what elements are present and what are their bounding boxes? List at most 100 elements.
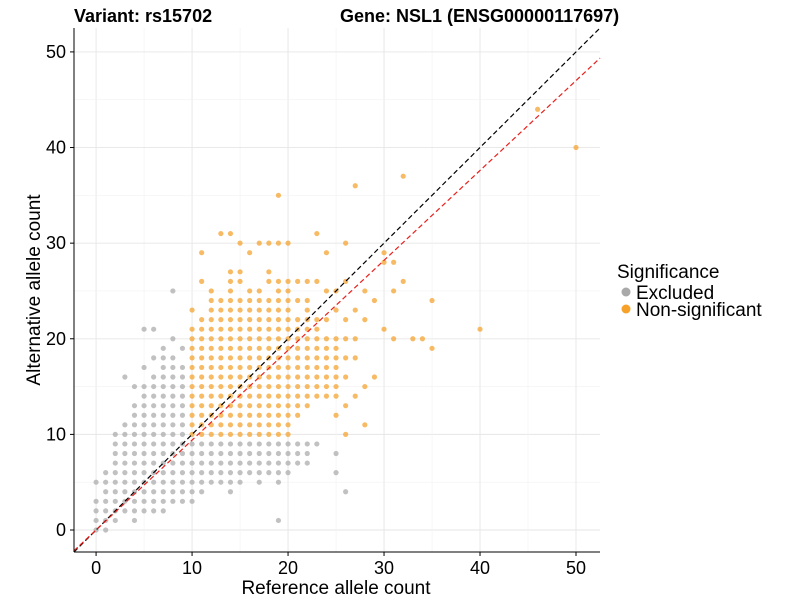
x-tick-label: 50: [566, 558, 586, 578]
non-significant-points: [189, 106, 579, 437]
data-point: [103, 498, 109, 504]
data-point: [237, 345, 243, 351]
data-point: [122, 450, 128, 457]
data-point: [237, 307, 243, 313]
data-point: [237, 336, 243, 342]
data-point: [285, 450, 291, 457]
data-point: [237, 278, 243, 284]
data-point: [218, 383, 224, 390]
data-point: [256, 450, 262, 457]
data-point: [112, 470, 118, 476]
data-point: [247, 441, 253, 447]
data-point: [256, 355, 262, 361]
data-point: [304, 355, 310, 361]
data-point: [227, 269, 234, 275]
data-point: [151, 450, 157, 457]
data-point: [285, 374, 291, 380]
data-point: [208, 317, 214, 323]
data-point: [256, 393, 262, 399]
data-point: [199, 345, 205, 351]
data-point: [151, 431, 157, 437]
data-point: [208, 450, 214, 457]
data-point: [275, 517, 282, 524]
data-point: [247, 450, 253, 457]
data-point: [112, 450, 118, 457]
data-point: [218, 230, 224, 237]
data-point: [151, 393, 157, 399]
data-point: [237, 326, 243, 332]
data-point: [333, 307, 339, 313]
data-point: [237, 450, 243, 457]
data-point: [227, 470, 234, 476]
data-point: [131, 479, 138, 485]
data-point: [218, 393, 224, 399]
data-point: [218, 317, 224, 323]
data-point: [189, 450, 195, 457]
data-point: [285, 240, 291, 246]
data-point: [391, 336, 397, 342]
data-point: [208, 297, 214, 304]
data-point: [160, 450, 166, 457]
data-point: [275, 383, 282, 390]
chart-title-left: Variant: rs15702: [74, 6, 212, 26]
data-point: [151, 441, 157, 447]
data-point: [179, 412, 186, 418]
data-point: [381, 326, 387, 332]
data-point: [160, 383, 166, 390]
legend-label-excluded: Excluded: [636, 283, 714, 304]
data-point: [362, 317, 368, 323]
data-point: [352, 393, 358, 399]
data-point: [131, 508, 138, 514]
data-point: [141, 489, 147, 495]
data-point: [381, 250, 387, 256]
data-point: [256, 460, 262, 466]
data-point: [333, 470, 339, 476]
data-point: [141, 470, 147, 476]
data-point: [189, 393, 195, 399]
data-point: [218, 470, 224, 476]
data-point: [122, 508, 128, 514]
data-point: [170, 403, 176, 409]
data-point: [256, 345, 262, 351]
data-point: [189, 498, 195, 504]
data-point: [179, 403, 186, 409]
data-point: [103, 527, 109, 533]
data-point: [275, 297, 282, 304]
data-point: [103, 470, 109, 476]
data-point: [141, 460, 147, 466]
x-axis-title: Reference allele count: [241, 578, 431, 599]
data-point: [237, 479, 243, 485]
data-point: [256, 412, 262, 418]
data-point: [304, 307, 310, 313]
data-point: [237, 412, 243, 418]
data-point: [275, 240, 282, 246]
data-point: [275, 422, 282, 428]
legend-swatch-non-significant: [621, 304, 631, 314]
data-point: [208, 383, 214, 390]
data-point: [323, 374, 330, 380]
tick-labels: 0 10 20 30 40 50 0 10 20 30 40 50: [46, 42, 586, 578]
chart-title-right: Gene: NSL1 (ENSG00000117697): [340, 6, 619, 26]
data-point: [170, 479, 176, 485]
data-point: [400, 278, 406, 284]
data-point: [304, 297, 310, 304]
data-point: [429, 297, 435, 304]
data-point: [256, 336, 262, 342]
data-point: [160, 479, 166, 485]
data-point: [247, 250, 253, 256]
data-point: [199, 403, 205, 409]
data-point: [237, 240, 243, 246]
data-point: [275, 441, 282, 447]
data-point: [141, 431, 147, 437]
data-point: [275, 393, 282, 399]
data-point: [122, 479, 128, 485]
data-point: [256, 431, 262, 437]
data-point: [275, 470, 282, 476]
data-point: [218, 326, 224, 332]
data-point: [189, 374, 195, 380]
data-point: [189, 470, 195, 476]
data-point: [247, 326, 253, 332]
data-point: [362, 288, 368, 294]
data-point: [170, 422, 176, 428]
data-point: [227, 403, 234, 409]
